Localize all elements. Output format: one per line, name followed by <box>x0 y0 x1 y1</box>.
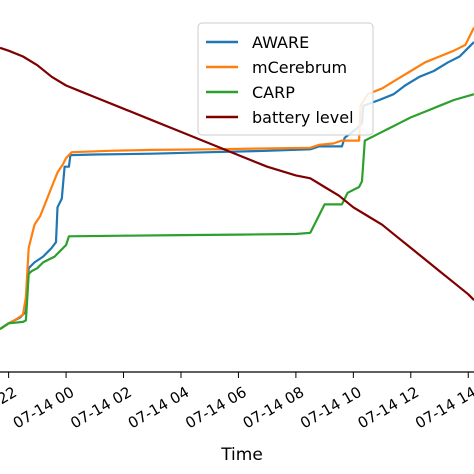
x-tick-label: 07-14 02 <box>67 383 134 432</box>
x-tick-label: 07-14 00 <box>10 383 77 432</box>
legend-label: mCerebrum <box>252 58 347 77</box>
x-axis-label: Time <box>220 445 263 465</box>
legend-frame <box>197 22 374 136</box>
series-line-carp <box>0 93 474 331</box>
legend-label: AWARE <box>252 33 309 52</box>
legend-label: CARP <box>252 83 295 102</box>
x-tick-label: 07-14 12 <box>355 383 422 432</box>
series-line-mcerebrum <box>0 27 474 331</box>
x-tick-label: 07-14 06 <box>182 383 249 432</box>
x-tick-label: 07-14 10 <box>297 383 364 432</box>
series-line-aware <box>0 41 474 331</box>
x-tick-label: 07-14 08 <box>240 383 307 432</box>
legend-label: battery level <box>252 108 354 127</box>
legend: AWARE mCerebrum CARP battery level <box>197 22 374 136</box>
series-line-battery-level <box>0 46 474 301</box>
x-tick-label: 07-14 14 <box>412 383 474 432</box>
x-tick-label: 07-14 04 <box>125 383 192 432</box>
